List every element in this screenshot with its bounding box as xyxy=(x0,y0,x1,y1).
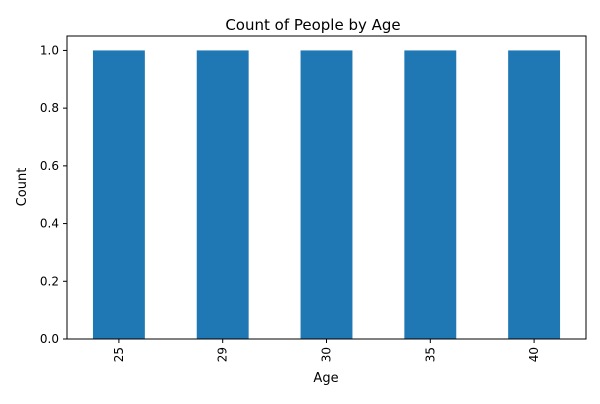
x-tick-label: 30 xyxy=(320,347,334,362)
y-tick-label: 1.0 xyxy=(40,43,59,57)
bar-29 xyxy=(196,50,249,340)
y-tick-label: 0.2 xyxy=(40,274,59,288)
x-tick-label: 35 xyxy=(423,347,437,362)
x-tick-label: 29 xyxy=(216,347,230,362)
y-tick-label: 0.0 xyxy=(40,332,59,346)
x-tick-label: 25 xyxy=(112,347,126,362)
y-axis: 0.0 0.2 0.4 0.6 0.8 1.0 xyxy=(40,43,67,346)
y-tick-label: 0.6 xyxy=(40,159,59,173)
bar-40 xyxy=(508,50,561,340)
bar-35 xyxy=(404,50,457,340)
plot-frame xyxy=(66,35,587,340)
chart-title: Count of People by Age xyxy=(225,16,400,34)
x-tick-label: 40 xyxy=(527,347,541,362)
y-axis-label: Count xyxy=(15,168,30,207)
bars xyxy=(92,50,561,340)
x-axis-label: Age xyxy=(313,371,338,386)
y-tick-label: 0.4 xyxy=(40,217,59,231)
x-axis: 25 29 30 35 40 xyxy=(112,339,541,362)
bar-25 xyxy=(92,50,145,340)
y-tick-label: 0.8 xyxy=(40,101,59,115)
bar-30 xyxy=(300,50,353,340)
